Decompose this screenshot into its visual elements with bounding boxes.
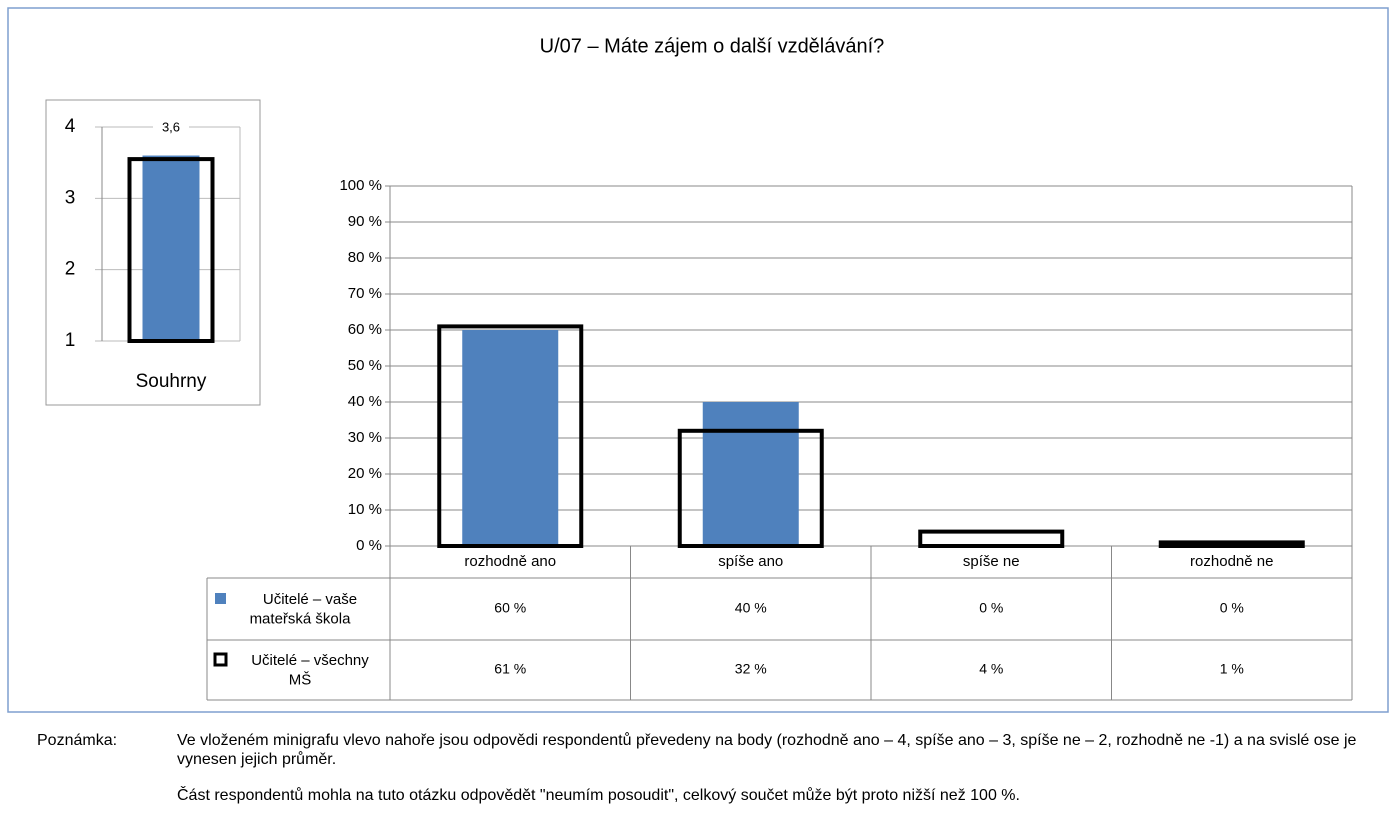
bar-outline	[1158, 540, 1305, 549]
bar	[142, 155, 200, 341]
y-tick-label: 40 %	[348, 393, 382, 410]
chart-title: U/07 – Máte zájem o další vzdělávání?	[540, 35, 885, 57]
x-tick-label: spíše ano	[718, 553, 783, 570]
table-value: 61 %	[494, 661, 526, 677]
bar-outline	[127, 157, 215, 343]
table-value: 60 %	[494, 600, 526, 616]
legend-label: Učitelé – všechny MŠ	[251, 652, 369, 689]
data-label: 3,6	[162, 119, 180, 134]
y-tick-label: 70 %	[348, 285, 382, 302]
bar	[702, 402, 799, 546]
note-paragraph: Ve vloženém minigrafu vlevo nahoře jsou …	[177, 732, 1357, 768]
table-value: 1 %	[1220, 661, 1244, 677]
legend-swatch	[215, 593, 226, 604]
chart: U/07 – Máte zájem o další vzdělávání? 0 …	[7, 7, 1389, 713]
legend-label: Učitelé – vaše mateřská škola	[250, 591, 358, 628]
y-tick-label: 80 %	[348, 249, 382, 266]
mini-chart-frame	[45, 99, 261, 406]
table-value: 32 %	[735, 661, 767, 677]
y-tick-label: 30 %	[348, 429, 382, 446]
y-tick-label: 50 %	[348, 357, 382, 374]
x-tick-label: rozhodně ano	[464, 553, 556, 570]
note-label: Poznámka:	[37, 732, 118, 749]
note-paragraph: Část respondentů mohla na tuto otázku od…	[177, 787, 1020, 804]
x-tick-label: Souhrny	[136, 371, 207, 392]
y-tick-label: 0 %	[356, 537, 382, 554]
bar-outline	[437, 324, 584, 548]
label-bg	[153, 119, 189, 135]
y-tick-label: 60 %	[348, 321, 382, 338]
bar-outline	[677, 428, 824, 548]
legend-swatch	[213, 652, 228, 667]
y-tick-label: 10 %	[348, 501, 382, 518]
y-tick-label: 1	[65, 330, 76, 351]
chart-frame	[7, 7, 1389, 713]
y-tick-label: 100 %	[339, 177, 382, 194]
table-value: 40 %	[735, 600, 767, 616]
table-value: 0 %	[1220, 600, 1244, 616]
x-tick-label: rozhodně ne	[1190, 553, 1273, 570]
table-value: 4 %	[979, 661, 1003, 677]
bar	[462, 330, 559, 546]
y-tick-label: 4	[65, 116, 76, 137]
table-value: 0 %	[979, 600, 1003, 616]
y-tick-label: 2	[65, 259, 76, 280]
y-tick-label: 20 %	[348, 465, 382, 482]
y-tick-label: 3	[65, 187, 76, 208]
y-tick-label: 90 %	[348, 213, 382, 230]
x-tick-label: spíše ne	[963, 553, 1020, 570]
bar-outline	[918, 529, 1065, 548]
